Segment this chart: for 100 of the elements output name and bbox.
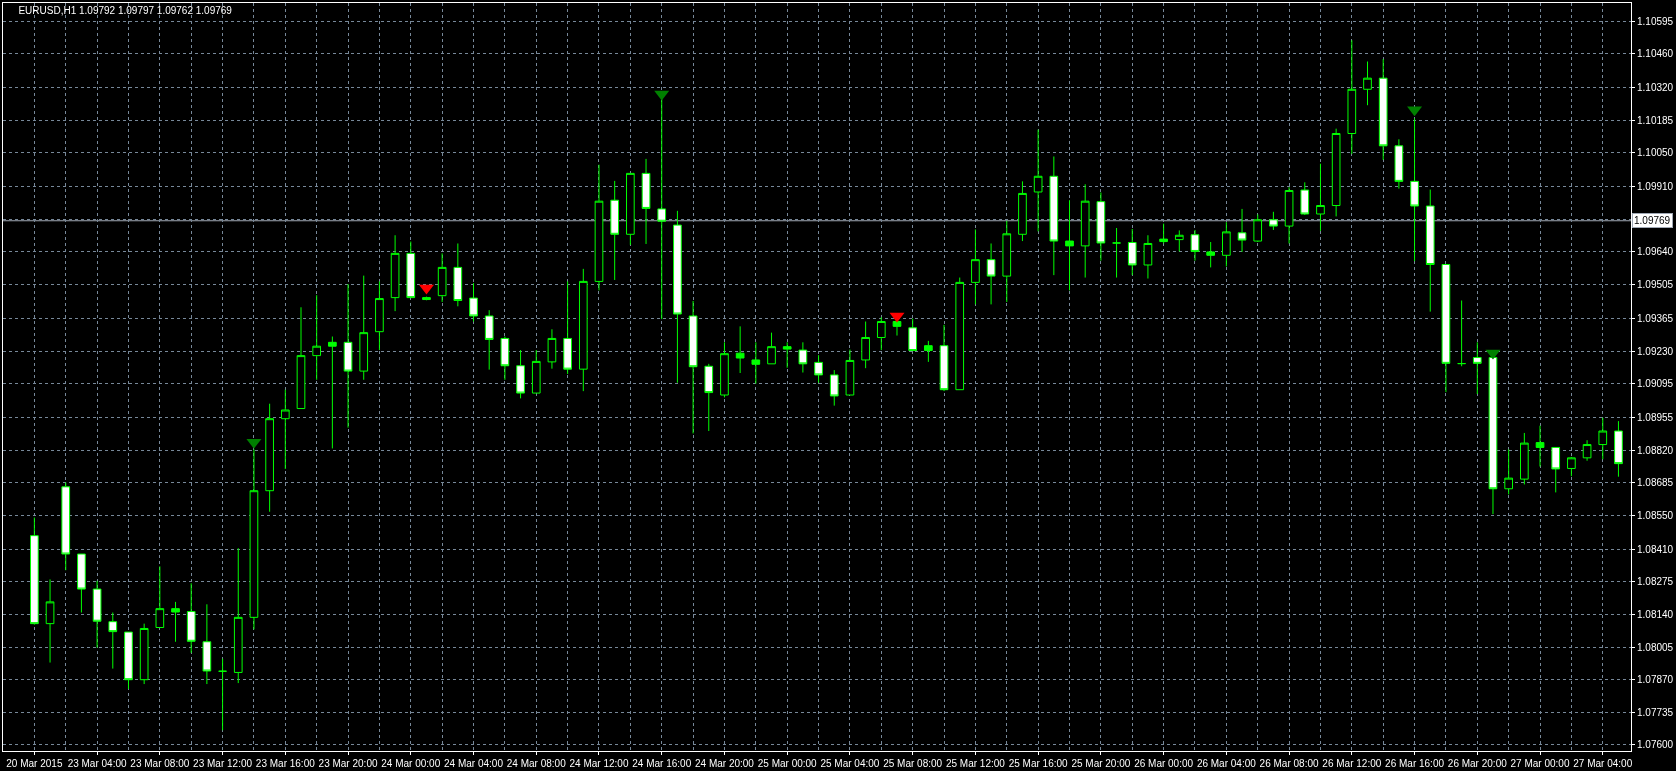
candlestick [202, 603, 212, 685]
y-tick-label: 1.08550 [1637, 509, 1674, 521]
x-tick-label: 24 Mar 00:00 [381, 758, 441, 769]
y-tick-label: 1.09365 [1637, 312, 1674, 324]
candlestick [359, 275, 369, 381]
candlestick [1080, 183, 1090, 279]
candlestick [484, 309, 494, 371]
candlestick [1316, 163, 1325, 232]
candlestick [1535, 425, 1545, 468]
y-tick-label: 1.08275 [1637, 576, 1674, 588]
x-tick-label: 25 Mar 08:00 [883, 758, 943, 769]
x-tick-label: 25 Mar 00:00 [757, 758, 818, 769]
y-tick-label: 1.08820 [1637, 444, 1674, 456]
candlestick [845, 349, 855, 396]
candlestick [30, 517, 39, 626]
candlestick [1096, 191, 1106, 262]
candlestick [108, 612, 118, 670]
candlestick [390, 234, 400, 312]
candlestick [1394, 138, 1404, 190]
y-tick-label: 1.10320 [1637, 82, 1674, 94]
x-tick-label: 23 Mar 08:00 [130, 758, 190, 769]
candlestick [1567, 456, 1576, 477]
candlestick [1347, 39, 1357, 155]
x-tick-label: 26 Mar 04:00 [1196, 758, 1257, 769]
candlestick [1520, 432, 1529, 485]
y-tick-label: 1.10460 [1637, 48, 1674, 60]
candlestick [1363, 60, 1372, 106]
candlestick [657, 98, 667, 320]
chart-title: EURUSD,H1 1.09792 1.09797 1.09762 1.09769 [18, 4, 233, 16]
candlestick [249, 448, 259, 630]
candlestick [437, 252, 447, 303]
candlestick [782, 341, 792, 369]
candlestick [375, 280, 384, 351]
x-tick-label: 26 Mar 16:00 [1385, 758, 1445, 769]
candlestick [688, 300, 698, 434]
candlestick [1033, 129, 1043, 232]
candlestick [563, 280, 572, 375]
candlestick [1174, 229, 1184, 252]
candlestick [1237, 208, 1247, 253]
x-tick-label: 24 Mar 16:00 [632, 758, 692, 769]
candlestick [1190, 229, 1200, 262]
candlestick [814, 354, 823, 384]
candlestick [1206, 241, 1216, 268]
candlestick [1049, 155, 1059, 276]
y-tick-label: 1.09640 [1637, 246, 1674, 258]
y-tick-label: 1.08955 [1637, 411, 1674, 423]
x-tick-label: 24 Mar 12:00 [569, 758, 629, 769]
candlestick [924, 340, 933, 363]
candlestick [955, 277, 965, 391]
candlestick [1300, 181, 1310, 216]
y-tick-label: 1.08410 [1637, 543, 1674, 555]
candlestick [1472, 341, 1482, 395]
candlestick [1253, 213, 1263, 243]
candlestick [1284, 186, 1294, 244]
y-tick-label: 1.10050 [1637, 147, 1674, 159]
candlestick [610, 180, 620, 281]
candlestick [1551, 446, 1561, 493]
candlestick [1127, 228, 1137, 276]
candlestick [1112, 227, 1121, 279]
candlestick [1331, 128, 1341, 217]
y-tick-label: 1.09910 [1637, 181, 1674, 193]
candlestick [1002, 220, 1012, 303]
candlestick [265, 403, 274, 513]
y-tick-label: 1.07735 [1637, 706, 1674, 718]
candlestick [1222, 221, 1231, 267]
candlestick [280, 389, 290, 470]
candlestick [171, 601, 180, 643]
y-tick-label: 1.08685 [1637, 477, 1674, 489]
candlestick [92, 580, 102, 649]
candlestick [798, 341, 808, 374]
candlestick [1410, 118, 1419, 262]
candlestick [861, 321, 870, 369]
y-tick-label: 1.10185 [1637, 114, 1674, 126]
candlestick [343, 283, 353, 429]
candlestick [469, 282, 478, 323]
candlestick [61, 481, 71, 571]
y-tick-label: 1.09095 [1637, 378, 1674, 390]
y-tick-label: 1.10595 [1637, 15, 1674, 27]
candlestick [1269, 211, 1278, 231]
candlestick [971, 228, 980, 305]
candlestick [704, 363, 714, 432]
candlestick [1378, 58, 1388, 161]
candlestick [328, 336, 337, 449]
candlestick [1614, 420, 1623, 478]
candlestick [892, 320, 902, 337]
x-tick-label: 23 Mar 20:00 [318, 758, 378, 769]
candlestick [139, 623, 149, 685]
candlestick [296, 306, 306, 410]
candlestick [406, 241, 416, 299]
candlestick [1488, 357, 1498, 515]
candlestick [1598, 417, 1608, 460]
candlestick [1425, 189, 1435, 313]
candlestick [233, 547, 243, 684]
candlestick [626, 172, 635, 246]
y-tick-label: 1.08005 [1637, 641, 1674, 653]
candlestick [720, 341, 729, 398]
candlestick [578, 268, 588, 392]
candlestick [124, 631, 133, 690]
candlestick [77, 553, 86, 614]
x-tick-label: 25 Mar 16:00 [1008, 758, 1069, 769]
